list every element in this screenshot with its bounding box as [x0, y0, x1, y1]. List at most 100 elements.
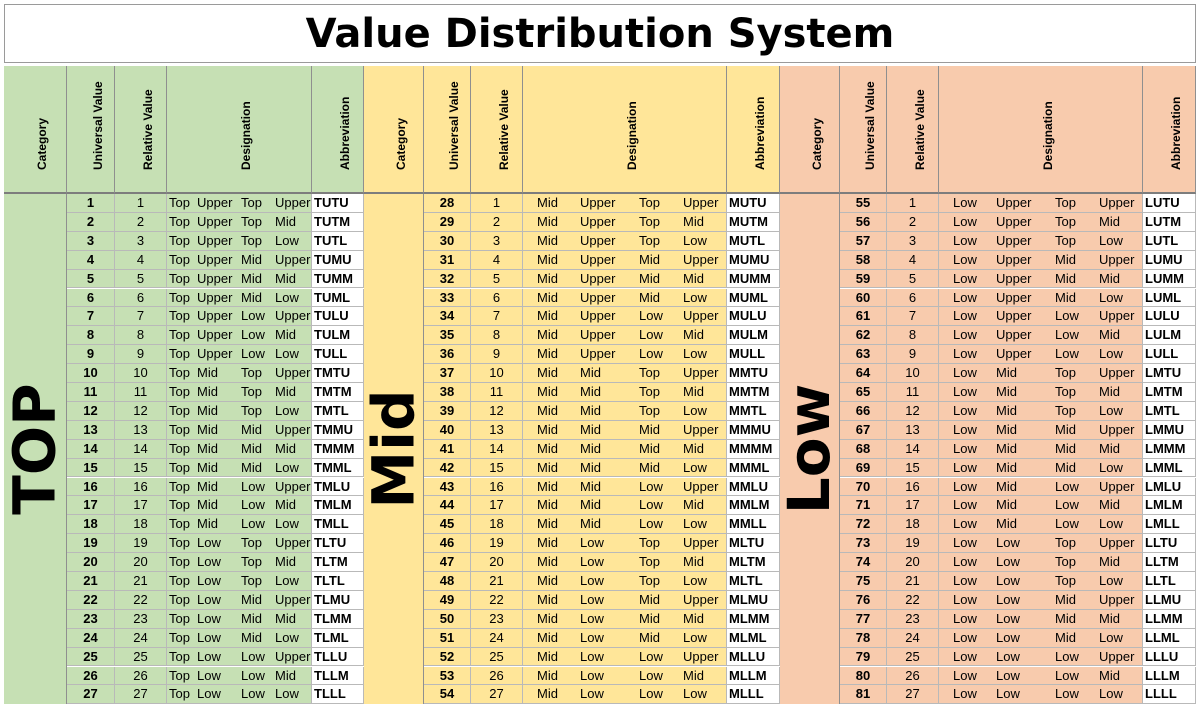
abbreviation: MULU [727, 307, 780, 327]
designation-part: Low [580, 667, 604, 683]
designation-cell: Low Mid Mid Upper [939, 420, 1143, 440]
universal-value: 61 [840, 307, 887, 327]
designation-part: Top [169, 686, 190, 702]
designation-part: Mid [1055, 421, 1076, 437]
relative-value: 22 [887, 590, 939, 610]
column-header: Category [364, 66, 424, 194]
column-header-label: Relative Value [496, 89, 511, 170]
universal-value: 10 [67, 364, 115, 383]
relative-value: 18 [115, 515, 167, 535]
universal-value: 3 [67, 231, 115, 251]
designation-part: Top [169, 629, 190, 645]
designation-cell: Top Low Mid Low [167, 628, 312, 648]
universal-value: 1 [67, 194, 115, 213]
abbreviation: MLMU [727, 590, 780, 610]
designation-cell: Low Upper Top Low [939, 231, 1143, 251]
designation-part: Top [1055, 213, 1076, 229]
relative-value: 8 [115, 326, 167, 346]
designation-part: Mid [1099, 497, 1120, 513]
designation-part: Mid [996, 497, 1017, 513]
designation-part: Top [169, 289, 190, 305]
designation-part: Upper [197, 251, 233, 267]
designation-part: Upper [197, 270, 233, 286]
designation-part: Low [996, 610, 1020, 626]
designation-part: Mid [996, 365, 1017, 381]
designation-part: Low [639, 478, 663, 494]
relative-value: 19 [471, 534, 523, 554]
designation-part: Low [996, 535, 1020, 551]
designation-part: Mid [1099, 213, 1120, 229]
relative-value: 15 [471, 458, 523, 478]
column-header: Universal Value [424, 66, 471, 194]
designation-part: Top [1055, 535, 1076, 551]
abbreviation: MMML [727, 458, 780, 478]
designation-part: Mid [639, 610, 660, 626]
category-label: Mid [359, 389, 428, 509]
column-header-label: Designation [1040, 101, 1055, 170]
designation-part: Mid [537, 365, 558, 381]
relative-value: 24 [887, 628, 939, 648]
designation-cell: Low Low Mid Low [939, 628, 1143, 648]
abbreviation: TMLM [312, 496, 364, 516]
universal-value: 19 [67, 534, 115, 554]
abbreviation: TLTM [312, 553, 364, 572]
universal-value: 33 [424, 288, 471, 308]
universal-value: 40 [424, 420, 471, 440]
designation-part: Low [197, 629, 221, 645]
designation-part: Mid [1099, 440, 1120, 456]
abbreviation: MMLU [727, 477, 780, 497]
designation-part: Upper [996, 213, 1032, 229]
designation-part: Upper [1099, 251, 1135, 267]
column-header: Universal Value [67, 66, 115, 194]
designation-part: Low [996, 554, 1020, 570]
designation-part: Upper [996, 289, 1032, 305]
abbreviation: TMTL [312, 401, 364, 421]
designation-part: Low [580, 629, 604, 645]
designation-cell: Mid Upper Top Upper [523, 194, 727, 213]
universal-value: 76 [840, 590, 887, 610]
universal-value: 50 [424, 609, 471, 629]
relative-value: 25 [471, 647, 523, 667]
designation-part: Low [1099, 232, 1123, 248]
designation-cell: Low Upper Low Mid [939, 326, 1143, 346]
relative-value: 8 [887, 326, 939, 346]
designation-part: Top [169, 554, 190, 570]
designation-part: Low [953, 421, 977, 437]
designation-cell: Top Mid Low Upper [167, 477, 312, 497]
designation-part: Low [1099, 289, 1123, 305]
universal-value: 73 [840, 534, 887, 554]
designation-cell: Mid Low Top Low [523, 572, 727, 591]
designation-part: Mid [683, 667, 704, 683]
designation-cell: Mid Mid Mid Upper [523, 420, 727, 440]
designation-cell: Mid Low Low Upper [523, 647, 727, 667]
designation-part: Low [197, 591, 221, 607]
relative-value: 4 [471, 250, 523, 270]
universal-value: 57 [840, 231, 887, 251]
universal-value: 36 [424, 345, 471, 365]
designation-part: Low [1099, 573, 1123, 588]
designation-part: Upper [580, 232, 616, 248]
abbreviation: LMTL [1143, 401, 1196, 421]
designation-part: Low [1055, 308, 1079, 324]
abbreviation: MLLM [727, 666, 780, 686]
abbreviation: MMMM [727, 439, 780, 459]
relative-value: 7 [471, 307, 523, 327]
designation-part: Top [169, 251, 190, 267]
abbreviation: TUTU [312, 194, 364, 213]
designation-part: Low [197, 648, 221, 664]
universal-value: 59 [840, 269, 887, 289]
designation-part: Top [1055, 402, 1076, 418]
universal-value: 30 [424, 231, 471, 251]
designation-part: Upper [1099, 421, 1135, 437]
universal-value: 52 [424, 647, 471, 667]
designation-cell: Top Upper Mid Low [167, 288, 312, 308]
designation-part: Upper [197, 327, 233, 343]
column-header-label: Relative Value [912, 89, 927, 170]
relative-value: 11 [471, 383, 523, 402]
designation-part: Mid [537, 516, 558, 532]
relative-value: 6 [887, 288, 939, 308]
designation-part: Mid [580, 497, 601, 513]
designation-part: Upper [275, 421, 311, 437]
designation-cell: Mid Mid Top Upper [523, 364, 727, 383]
designation-part: Top [169, 667, 190, 683]
